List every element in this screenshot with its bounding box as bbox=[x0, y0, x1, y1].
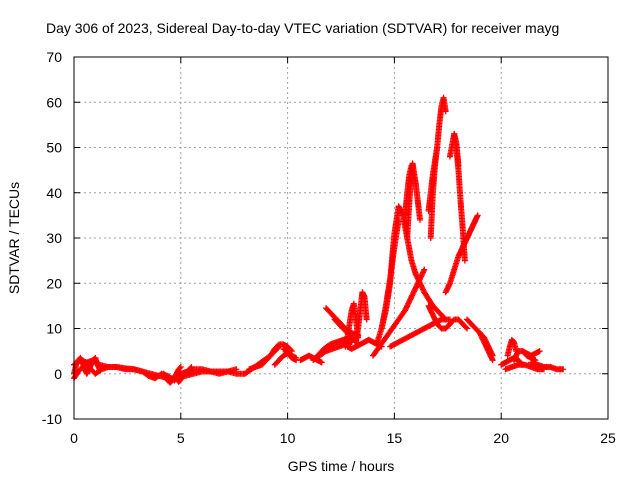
y-tick-label: 40 bbox=[46, 185, 62, 201]
series-spike-13h-b bbox=[352, 289, 370, 346]
series-tail-19h bbox=[476, 330, 496, 364]
y-tick-label: 60 bbox=[46, 94, 62, 110]
data-point bbox=[462, 324, 469, 331]
y-axis-label: SDTVAR / TECUs bbox=[6, 182, 22, 294]
series-early-spikes bbox=[71, 354, 103, 377]
data-point bbox=[474, 212, 481, 219]
data-point bbox=[442, 316, 449, 323]
y-tick-label: 0 bbox=[54, 366, 62, 382]
data-point bbox=[96, 366, 103, 373]
data-point bbox=[363, 316, 370, 323]
data-point bbox=[410, 171, 417, 178]
x-tick-label: 5 bbox=[177, 430, 185, 446]
series-valley-17-18 bbox=[425, 302, 471, 332]
data-point bbox=[442, 108, 449, 115]
series-ridge-17-19-b bbox=[459, 212, 481, 251]
data-point bbox=[176, 365, 183, 372]
series-ridge-15-16 bbox=[370, 266, 428, 359]
series-rise-9h-b bbox=[246, 343, 283, 373]
axis-ticks: 0 5 10 15 20 25 -10 0 10 20 30 40 50 60 70 bbox=[42, 49, 616, 446]
y-tick-label: 10 bbox=[46, 321, 62, 337]
chart-title: Day 306 of 2023, Sidereal Day-to-day VTE… bbox=[46, 20, 559, 36]
data-point bbox=[233, 366, 240, 373]
data-point bbox=[188, 363, 195, 370]
series-peak-17h-b bbox=[425, 144, 441, 214]
data-point bbox=[395, 216, 402, 223]
x-tick-label: 10 bbox=[280, 430, 296, 446]
x-tick-label: 25 bbox=[600, 430, 616, 446]
series-cluster-21h-b bbox=[519, 348, 543, 359]
series-bump-10h-b bbox=[280, 345, 300, 361]
data-point bbox=[293, 354, 300, 361]
plot-frame bbox=[73, 56, 609, 420]
grid bbox=[74, 57, 608, 419]
data-points bbox=[71, 94, 567, 386]
x-axis-label: GPS time / hours bbox=[288, 458, 395, 474]
data-point bbox=[421, 266, 428, 273]
data-point bbox=[540, 366, 547, 373]
data-point bbox=[274, 344, 281, 351]
data-point bbox=[455, 162, 462, 169]
data-point bbox=[187, 365, 194, 372]
series-peak-18h-b bbox=[446, 130, 462, 169]
series-tail-21-22 bbox=[502, 361, 547, 373]
y-tick-label: 30 bbox=[46, 230, 62, 246]
data-point bbox=[560, 366, 567, 373]
data-point bbox=[489, 357, 496, 364]
y-tick-label: 50 bbox=[46, 140, 62, 156]
y-tick-label: 20 bbox=[46, 275, 62, 291]
data-point bbox=[536, 348, 543, 355]
series-short-dip-5h bbox=[173, 363, 195, 385]
data-point bbox=[177, 363, 184, 370]
data-point bbox=[318, 359, 325, 366]
data-point bbox=[461, 257, 468, 264]
series-tail-22-23 bbox=[528, 359, 567, 373]
series-short-dip-4h bbox=[160, 363, 184, 386]
x-tick-label: 0 bbox=[70, 430, 78, 446]
data-point bbox=[464, 325, 471, 332]
x-tick-label: 15 bbox=[387, 430, 403, 446]
series-decline-16-17 bbox=[412, 271, 449, 323]
x-tick-label: 20 bbox=[493, 430, 509, 446]
data-point bbox=[434, 144, 441, 151]
y-tick-label: 70 bbox=[46, 49, 62, 65]
data-point bbox=[441, 315, 448, 322]
series-peak-16h-b bbox=[402, 162, 417, 219]
series-peak-15h-b bbox=[378, 216, 402, 332]
data-point bbox=[417, 216, 424, 223]
data-point bbox=[276, 343, 283, 350]
y-tick-label: -10 bbox=[42, 411, 62, 427]
